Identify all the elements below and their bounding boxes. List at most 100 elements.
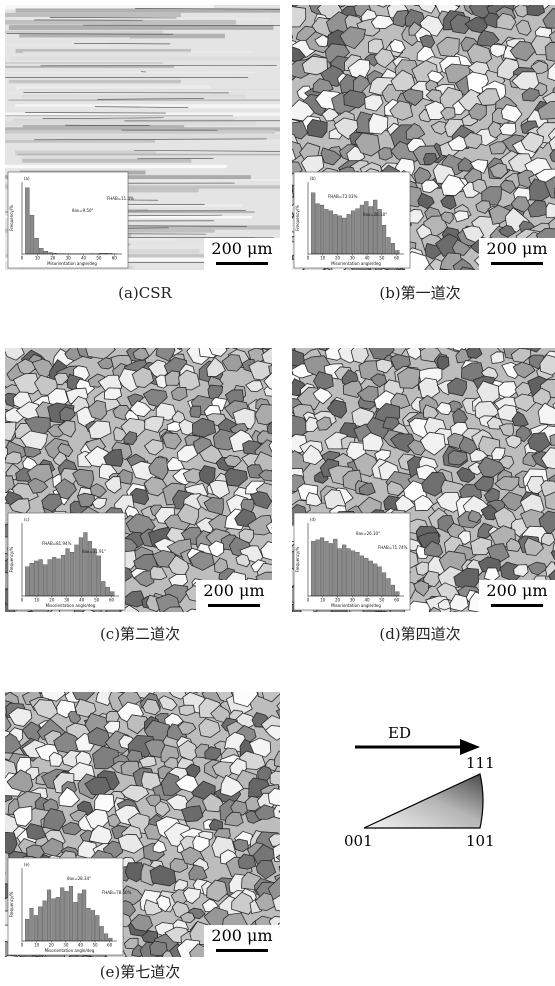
x-tick-label: 30 xyxy=(350,256,356,261)
annotation: θav=28.18° xyxy=(363,212,387,217)
grain xyxy=(51,961,71,980)
grain xyxy=(514,331,539,347)
grain-band xyxy=(8,72,255,74)
grain xyxy=(104,388,121,400)
grain xyxy=(271,340,284,353)
grain xyxy=(242,959,270,977)
bar xyxy=(25,919,29,941)
grain xyxy=(274,611,289,623)
grain xyxy=(17,957,36,973)
bar xyxy=(101,581,105,596)
annotation: FHAB=11.4% xyxy=(107,196,134,201)
grain xyxy=(290,936,306,949)
grain xyxy=(275,675,293,690)
grain xyxy=(511,270,525,282)
inset-label: (d) xyxy=(310,517,316,522)
grain xyxy=(276,343,294,359)
grain xyxy=(47,672,74,695)
scale-bar-label: 200 μm xyxy=(211,926,272,945)
bar xyxy=(75,545,79,596)
grain-band xyxy=(0,20,236,25)
grain xyxy=(111,325,129,341)
grain xyxy=(435,270,453,283)
scale-bar xyxy=(491,262,543,265)
bar xyxy=(320,205,324,254)
grain-band xyxy=(0,146,119,151)
grain xyxy=(286,278,305,293)
y-axis-label: Frequency/% xyxy=(295,205,300,231)
grain xyxy=(358,335,371,346)
grain xyxy=(201,961,217,975)
bar xyxy=(30,563,34,596)
grain xyxy=(230,957,254,979)
grain xyxy=(281,900,306,918)
bar xyxy=(369,561,373,596)
x-tick-label: 10 xyxy=(34,598,40,603)
grain xyxy=(288,870,315,891)
bar xyxy=(382,225,386,254)
x-axis-label: Misorientation angle/deg xyxy=(46,603,96,608)
grain xyxy=(472,0,489,4)
bar xyxy=(109,938,113,941)
grain xyxy=(235,611,255,626)
bar xyxy=(60,888,64,941)
scale-bar-label: 200 μm xyxy=(486,581,547,600)
bar xyxy=(34,915,38,941)
bar xyxy=(329,211,333,254)
grain xyxy=(505,270,522,284)
annotation: FHAB=73.03% xyxy=(328,194,358,199)
grain xyxy=(284,122,307,140)
grain xyxy=(536,0,555,3)
grain xyxy=(193,675,212,693)
bar xyxy=(48,560,52,597)
grain xyxy=(177,669,204,693)
grain xyxy=(292,0,318,2)
grain xyxy=(0,613,9,633)
grain xyxy=(70,328,92,345)
grain xyxy=(222,327,245,350)
grain xyxy=(290,845,309,861)
grain xyxy=(279,784,292,798)
bar xyxy=(30,215,34,254)
grain xyxy=(288,696,312,716)
grain xyxy=(178,327,196,344)
inset-chart: 0102030405060Misorientation angle/degFre… xyxy=(8,513,125,610)
grain xyxy=(541,278,554,290)
grain xyxy=(54,623,77,641)
scale-bar-label: 200 μm xyxy=(211,239,272,258)
scale-bar xyxy=(208,604,260,607)
y-axis-label: Frequency/% xyxy=(9,891,14,917)
bar xyxy=(325,541,329,596)
grain-band xyxy=(9,56,327,60)
bar xyxy=(356,552,360,596)
bar xyxy=(69,886,73,941)
ipf-corner: 111 xyxy=(466,754,495,772)
bar xyxy=(43,565,47,596)
x-tick-label: 40 xyxy=(81,256,87,261)
grain xyxy=(279,861,304,878)
bar xyxy=(91,910,95,941)
grain xyxy=(273,514,286,527)
scale-bar xyxy=(216,262,268,265)
grain xyxy=(0,896,4,915)
grain xyxy=(231,611,245,624)
grain xyxy=(217,956,236,971)
x-axis-label: Misorientation angle/deg xyxy=(331,603,381,608)
ed-arrow-head xyxy=(460,739,480,755)
grain xyxy=(173,666,196,689)
x-tick-label: 20 xyxy=(49,943,55,948)
grain-band xyxy=(20,89,317,90)
grain xyxy=(0,589,4,601)
x-tick-label: 20 xyxy=(50,256,56,261)
bar xyxy=(47,890,51,941)
bar xyxy=(43,901,47,941)
grain xyxy=(55,673,76,690)
annotation: FHAB=81.94% xyxy=(42,541,72,546)
grain-band xyxy=(22,159,191,163)
bar xyxy=(57,559,61,596)
grain xyxy=(274,805,293,820)
grain-band xyxy=(0,43,107,46)
ed-label: ED xyxy=(388,724,411,742)
grain-band xyxy=(0,66,174,68)
annotation: θav=9.50° xyxy=(72,208,94,213)
